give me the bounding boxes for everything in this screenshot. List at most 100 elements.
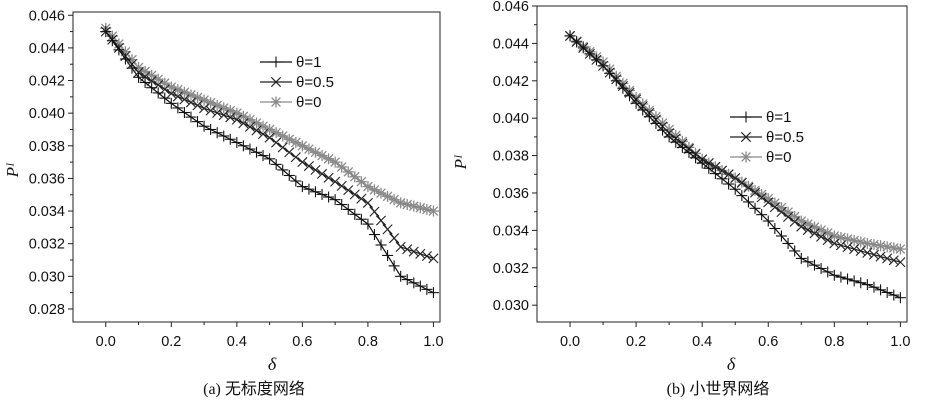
series-marker-1 bbox=[356, 193, 367, 204]
legend-marker bbox=[270, 76, 282, 88]
series-marker-2 bbox=[329, 156, 341, 168]
series-marker-1 bbox=[277, 142, 288, 153]
series-marker-1 bbox=[238, 118, 249, 129]
series-line-2 bbox=[105, 27, 434, 212]
series-marker-2 bbox=[414, 202, 426, 214]
series-marker-0 bbox=[828, 269, 840, 281]
plot-frame bbox=[72, 11, 441, 323]
series-marker-0 bbox=[133, 71, 145, 83]
series-marker-0 bbox=[663, 131, 675, 143]
series-marker-0 bbox=[224, 133, 236, 145]
legend-marker bbox=[740, 151, 752, 163]
legend-label: θ=1 bbox=[766, 109, 791, 126]
series-marker-0 bbox=[584, 48, 596, 60]
series-marker-1 bbox=[323, 172, 334, 183]
series-marker-0 bbox=[822, 266, 834, 278]
series-marker-1 bbox=[251, 125, 262, 136]
chart-caption: (a) 无标度网络 bbox=[203, 379, 305, 398]
x-tick-label: 0.2 bbox=[161, 334, 181, 350]
series-marker-1 bbox=[415, 248, 426, 259]
series-marker-1 bbox=[185, 97, 197, 108]
series-marker-0 bbox=[388, 260, 400, 272]
y-tick-label: 0.030 bbox=[493, 298, 529, 314]
series-marker-1 bbox=[868, 249, 880, 260]
series-marker-1 bbox=[389, 233, 400, 244]
series-marker-0 bbox=[597, 60, 609, 72]
legend-label: θ=0.5 bbox=[766, 129, 804, 146]
y-axis-label: Pᴵ bbox=[451, 154, 470, 170]
series-marker-1 bbox=[888, 255, 899, 266]
series-marker-1 bbox=[375, 215, 387, 226]
series-marker-0 bbox=[382, 249, 394, 261]
series-marker-0 bbox=[670, 136, 682, 148]
series-marker-1 bbox=[730, 172, 741, 184]
x-tick-label: 0.4 bbox=[692, 334, 712, 350]
series-marker-1 bbox=[271, 137, 282, 148]
series-marker-0 bbox=[237, 140, 249, 152]
y-tick-label: 0.040 bbox=[493, 111, 529, 127]
y-tick-label: 0.046 bbox=[493, 0, 529, 15]
series-marker-1 bbox=[297, 157, 308, 168]
series-marker-0 bbox=[630, 97, 642, 109]
series-marker-0 bbox=[749, 202, 761, 214]
series-marker-1 bbox=[842, 242, 853, 253]
series-marker-0 bbox=[257, 150, 269, 162]
x-axis-label: δ bbox=[268, 354, 277, 374]
series-marker-2 bbox=[349, 171, 361, 183]
series-marker-1 bbox=[862, 247, 873, 258]
series-marker-0 bbox=[342, 203, 354, 215]
series-marker-1 bbox=[776, 206, 787, 218]
series-marker-1 bbox=[749, 187, 761, 198]
series-marker-2 bbox=[427, 205, 439, 217]
series-marker-1 bbox=[179, 94, 190, 105]
series-marker-1 bbox=[895, 257, 906, 268]
series-marker-0 bbox=[795, 252, 807, 264]
series-marker-1 bbox=[303, 160, 314, 172]
series-marker-1 bbox=[192, 100, 203, 111]
series-marker-0 bbox=[736, 190, 748, 202]
series-marker-0 bbox=[683, 147, 695, 159]
series-marker-0 bbox=[650, 117, 662, 129]
series-marker-0 bbox=[888, 289, 900, 301]
series-marker-1 bbox=[395, 241, 406, 253]
series-marker-0 bbox=[303, 183, 315, 195]
series-marker-0 bbox=[106, 35, 118, 47]
series-marker-0 bbox=[270, 158, 282, 170]
series-marker-0 bbox=[336, 199, 348, 211]
series-marker-0 bbox=[362, 218, 374, 230]
series-marker-1 bbox=[882, 253, 893, 264]
series-marker-1 bbox=[218, 110, 229, 121]
series-marker-0 bbox=[723, 178, 735, 190]
series-marker-0 bbox=[696, 157, 708, 169]
legend-label: θ=1 bbox=[296, 54, 321, 71]
series-marker-1 bbox=[146, 75, 157, 86]
series-marker-0 bbox=[894, 292, 906, 304]
y-tick-label: 0.034 bbox=[493, 223, 529, 239]
series-marker-1 bbox=[783, 211, 794, 222]
series-marker-0 bbox=[316, 188, 328, 200]
x-tick-label: 0.6 bbox=[758, 334, 778, 350]
series-marker-0 bbox=[855, 277, 867, 289]
series-marker-0 bbox=[277, 164, 289, 176]
series-marker-0 bbox=[610, 75, 622, 87]
x-tick-label: 0.8 bbox=[358, 334, 378, 350]
series-marker-1 bbox=[316, 168, 328, 179]
series-marker-1 bbox=[362, 197, 373, 208]
series-marker-0 bbox=[264, 153, 276, 165]
x-tick-label: 1.0 bbox=[423, 334, 443, 350]
series-marker-1 bbox=[205, 105, 216, 116]
series-marker-0 bbox=[355, 213, 367, 225]
series-marker-0 bbox=[211, 127, 223, 139]
y-tick-label: 0.036 bbox=[29, 171, 65, 187]
legend-label: θ=0.5 bbox=[296, 74, 334, 91]
series-marker-0 bbox=[861, 279, 873, 291]
series-marker-1 bbox=[199, 103, 210, 114]
plot-frame bbox=[536, 5, 908, 323]
y-tick-label: 0.046 bbox=[29, 8, 65, 24]
legend-marker bbox=[270, 56, 282, 68]
series-marker-0 bbox=[165, 97, 177, 109]
series-marker-1 bbox=[336, 180, 347, 191]
series-marker-0 bbox=[395, 270, 407, 282]
series-marker-0 bbox=[119, 53, 131, 65]
series-marker-2 bbox=[336, 161, 348, 173]
